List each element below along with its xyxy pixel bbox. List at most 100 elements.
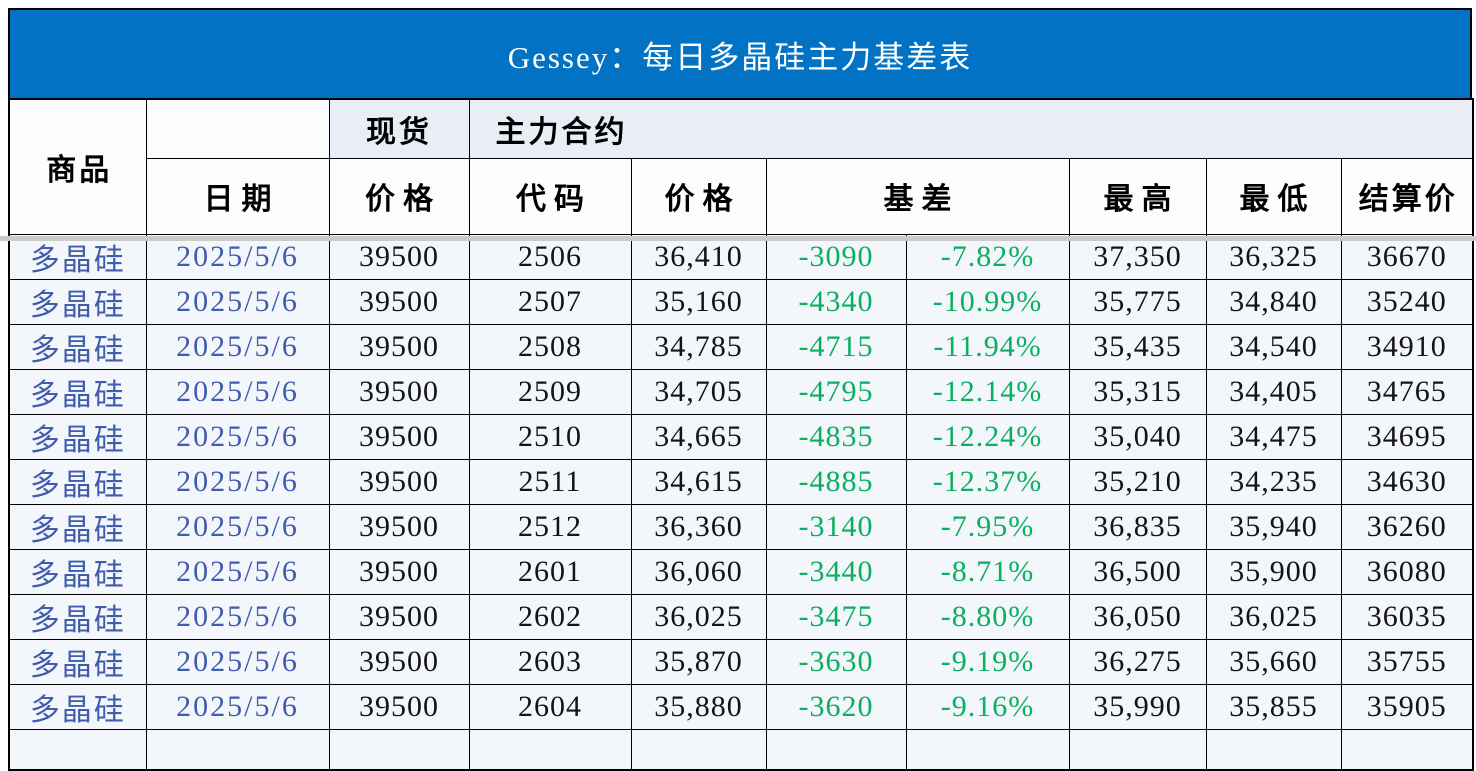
cell-high: 36,500 [1068, 548, 1207, 595]
header-main-contract-group: 主力合约 [468, 98, 1474, 159]
cell-low: 35,660 [1205, 638, 1342, 685]
cell-commodity: 多晶硅 [8, 503, 147, 550]
table-row: 多晶硅 2025/5/6 39500 2508 34,785 -4715 -11.94% 35… [8, 323, 1474, 370]
cell-date: 2025/5/6 [145, 638, 330, 685]
header-row-columns: 日期 价格 代码 价格 基差 最高 最低 结算价 [9, 157, 1474, 235]
cell-basis_pct: -8.71% [905, 548, 1070, 595]
header-price: 价格 [630, 157, 767, 235]
cell-settlement: 36035 [1340, 593, 1474, 640]
cell-commodity: 多晶硅 [8, 323, 147, 370]
cell-low: 34,235 [1205, 458, 1342, 505]
cell-empty [765, 728, 907, 771]
table-row: 多晶硅 2025/5/6 39500 2510 34,665 -4835 -12.24% 35… [8, 413, 1474, 460]
cell-date: 2025/5/6 [145, 548, 330, 595]
cell-empty [630, 728, 767, 771]
cell-price: 35,160 [630, 278, 767, 325]
cell-empty [1340, 728, 1474, 771]
cell-date: 2025/5/6 [145, 593, 330, 640]
cell-date: 2025/5/6 [145, 233, 330, 280]
table-row-partial [8, 728, 1474, 771]
cell-high: 35,435 [1068, 323, 1207, 370]
cell-basis: -4340 [765, 278, 907, 325]
cell-settlement: 35755 [1340, 638, 1474, 685]
cell-low: 36,025 [1205, 593, 1342, 640]
cell-date: 2025/5/6 [145, 458, 330, 505]
header-spot-group: 现货 [328, 98, 470, 159]
table-row: 多晶硅 2025/5/6 39500 2511 34,615 -4885 -12.37% 35… [8, 458, 1474, 505]
cell-basis_pct: -12.24% [905, 413, 1070, 460]
cell-commodity: 多晶硅 [8, 458, 147, 505]
cell-basis_pct: -9.16% [905, 683, 1070, 730]
cell-commodity: 多晶硅 [8, 413, 147, 460]
cell-spot_price: 39500 [328, 323, 470, 370]
header-empty-cell [145, 98, 330, 159]
cell-empty [145, 728, 330, 771]
cell-code: 2507 [468, 278, 632, 325]
cell-high: 35,775 [1068, 278, 1207, 325]
table-header: 商品 现货 主力合约 日期 价格 代码 价格 基差 最高 最低 结算价 [8, 98, 1474, 235]
cell-high: 35,040 [1068, 413, 1207, 460]
cell-price: 36,025 [630, 593, 767, 640]
cell-code: 2509 [468, 368, 632, 415]
cell-spot_price: 39500 [328, 278, 470, 325]
cell-settlement: 36080 [1340, 548, 1474, 595]
header-basis: 基差 [765, 157, 1070, 235]
cell-price: 34,705 [630, 368, 767, 415]
cell-price: 34,615 [630, 458, 767, 505]
cell-date: 2025/5/6 [145, 323, 330, 370]
cell-settlement: 35905 [1340, 683, 1474, 730]
cell-settlement: 34765 [1340, 368, 1474, 415]
table-row: 多晶硅 2025/5/6 39500 2507 35,160 -4340 -10.99% 35… [8, 278, 1474, 325]
cell-spot_price: 39500 [328, 458, 470, 505]
header-spot-price: 价格 [328, 157, 470, 235]
cell-spot_price: 39500 [328, 593, 470, 640]
cell-code: 2506 [468, 233, 632, 280]
cell-empty [468, 728, 632, 771]
cell-date: 2025/5/6 [145, 683, 330, 730]
cell-spot_price: 39500 [328, 368, 470, 415]
cell-code: 2601 [468, 548, 632, 595]
header-row-groups: 商品 现货 主力合约 [8, 98, 1474, 235]
cell-basis_pct: -7.82% [905, 233, 1070, 280]
cell-empty [8, 728, 147, 771]
cell-settlement: 34910 [1340, 323, 1474, 370]
header-date: 日期 [145, 157, 330, 235]
cell-basis: -3090 [765, 233, 907, 280]
cell-price: 34,785 [630, 323, 767, 370]
cell-price: 36,410 [630, 233, 767, 280]
cell-commodity: 多晶硅 [8, 683, 147, 730]
cell-high: 36,050 [1068, 593, 1207, 640]
cell-low: 34,840 [1205, 278, 1342, 325]
cell-basis: -3475 [765, 593, 907, 640]
cell-spot_price: 39500 [328, 413, 470, 460]
cell-basis_pct: -9.19% [905, 638, 1070, 685]
cell-commodity: 多晶硅 [8, 233, 147, 280]
cell-low: 35,940 [1205, 503, 1342, 550]
cell-basis: -4715 [765, 323, 907, 370]
cell-low: 35,900 [1205, 548, 1342, 595]
cell-basis_pct: -11.94% [905, 323, 1070, 370]
cell-basis: -3140 [765, 503, 907, 550]
table-row: 多晶硅 2025/5/6 39500 2601 36,060 -3440 -8.71% 36,… [8, 548, 1474, 595]
cell-spot_price: 39500 [328, 503, 470, 550]
header-code: 代码 [468, 157, 632, 235]
cell-code: 2603 [468, 638, 632, 685]
cell-basis: -3630 [765, 638, 907, 685]
cell-price: 36,060 [630, 548, 767, 595]
table-row: 多晶硅 2025/5/6 39500 2603 35,870 -3630 -9.19% 36,… [8, 638, 1474, 685]
cell-code: 2602 [468, 593, 632, 640]
cell-low: 34,475 [1205, 413, 1342, 460]
cell-date: 2025/5/6 [145, 413, 330, 460]
cell-high: 35,315 [1068, 368, 1207, 415]
cell-low: 35,855 [1205, 683, 1342, 730]
cell-empty [328, 728, 470, 771]
cell-high: 35,210 [1068, 458, 1207, 505]
cell-spot_price: 39500 [328, 638, 470, 685]
cell-code: 2510 [468, 413, 632, 460]
cell-empty [1068, 728, 1207, 771]
cell-price: 35,870 [630, 638, 767, 685]
header-commodity: 商品 [8, 98, 147, 235]
cell-low: 36,325 [1205, 233, 1342, 280]
cell-settlement: 35240 [1340, 278, 1474, 325]
table-body: 多晶硅 2025/5/6 39500 2506 36,410 -3090 -7.82% 37,… [8, 233, 1474, 771]
